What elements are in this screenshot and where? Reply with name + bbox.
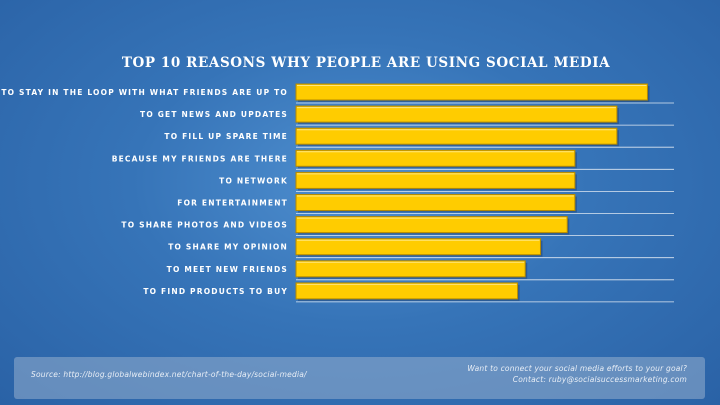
bar	[295, 260, 526, 278]
category-label: TO STAY IN THE LOOP WITH WHAT FRIENDS AR…	[1, 88, 288, 97]
category-label: TO FIND PRODUCTS TO BUY	[143, 287, 288, 296]
bar	[295, 171, 576, 189]
bar	[295, 282, 519, 300]
category-label: BECAUSE MY FRIENDS ARE THERE	[112, 154, 288, 163]
bar	[295, 83, 648, 101]
category-label: FOR ENTERTAINMENT	[177, 199, 288, 208]
bar	[295, 127, 618, 145]
chart-title: TOP 10 REASONS WHY PEOPLE ARE USING SOCI…	[121, 55, 611, 71]
bar	[295, 149, 576, 167]
source-text: Source: http://blog.globalwebindex.net/c…	[31, 370, 307, 379]
contact-email[interactable]: Contact: ruby@socialsuccessmarketing.com	[512, 375, 687, 384]
footer-panel: Source: http://blog.globalwebindex.net/c…	[14, 357, 705, 399]
category-label: TO GET NEWS AND UPDATES	[140, 110, 288, 119]
bar	[295, 238, 541, 256]
category-label: TO SHARE MY OPINION	[168, 243, 288, 252]
category-label: TO FILL UP SPARE TIME	[164, 132, 288, 141]
cta-text: Want to connect your social media effort…	[467, 364, 687, 373]
category-label: TO MEET NEW FRIENDS	[167, 265, 288, 274]
category-label: TO SHARE PHOTOS AND VIDEOS	[121, 221, 288, 230]
bar	[295, 194, 576, 211]
bar	[295, 216, 568, 234]
category-label: TO NETWORK	[219, 176, 288, 185]
bar	[295, 105, 618, 123]
contact-block: Want to connect your social media effort…	[467, 363, 687, 385]
